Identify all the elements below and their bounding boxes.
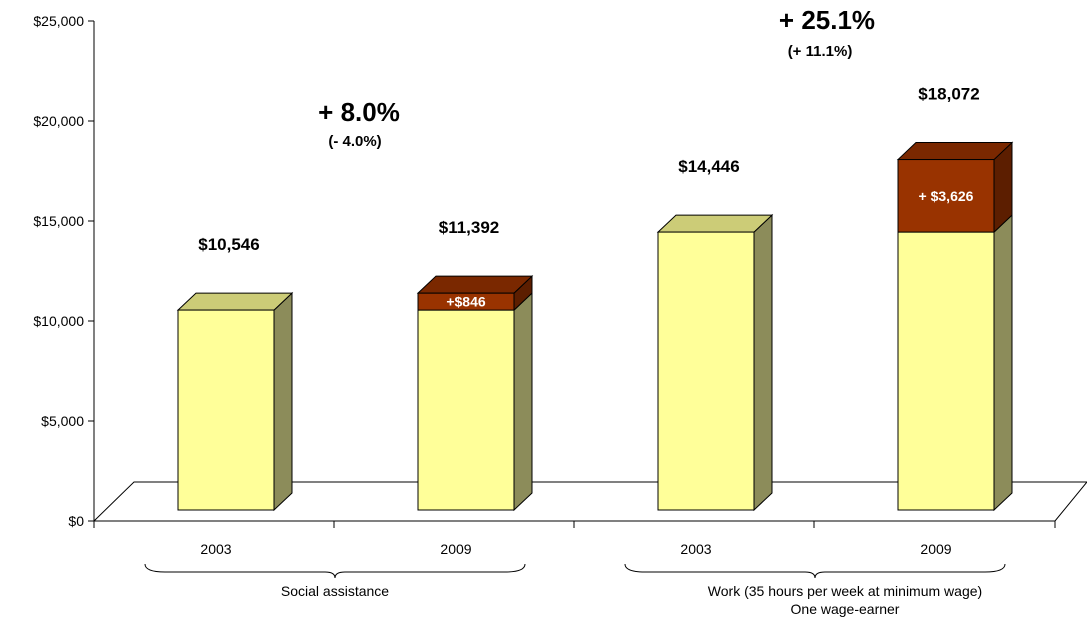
group-label-work-line-1: Work (35 hours per week at minimum wage) (708, 583, 982, 599)
bar-base-front (897, 231, 995, 511)
data-labels: $10,546 $11,392 $14,446 $18,072 +$846 + $3,62… (198, 85, 979, 310)
x-axis-categories: 2003 2009 2003 2009 Social assistance Work (3… (144, 541, 1006, 617)
group-label-work-line-2: One wage-earner (791, 601, 900, 617)
bar-base-side (993, 213, 1013, 512)
y-tick-label: $20,000 (33, 113, 84, 129)
x-category-label: 2009 (440, 541, 471, 557)
floor-plane (92, 481, 1087, 522)
bar-base-side (273, 291, 293, 512)
bar-increase (416, 275, 534, 312)
y-tick-label: $0 (68, 513, 84, 529)
y-tick-label: $10,000 (33, 313, 84, 329)
bar-base (176, 291, 294, 512)
bar-base-top (656, 214, 774, 233)
x-category-label: 2003 (680, 541, 711, 557)
group-label-social-assistance: Social assistance (281, 583, 389, 599)
bars (176, 141, 1014, 512)
x-category-label: 2003 (200, 541, 231, 557)
chart-floor (92, 481, 1087, 522)
bar-base-side (753, 213, 773, 512)
bar-base (656, 213, 774, 512)
bar-total-label: $11,392 (439, 218, 500, 237)
bar-total-label: $10,546 (198, 235, 259, 254)
bar-increase-label: +$846 (446, 294, 486, 310)
group-brace (144, 563, 526, 579)
bar-base-top (176, 292, 294, 311)
y-axis: $0 $5,000 $10,000 $15,000 $20,000 $25,000 (33, 13, 1056, 529)
bar-base (417, 291, 533, 512)
bar-increase-front (897, 159, 995, 233)
change-pct-sub-social-assistance: (- 4.0%) (328, 133, 381, 150)
bar-base (897, 213, 1013, 512)
change-pct-work: + 25.1% (779, 5, 875, 35)
change-pct-social-assistance: + 8.0% (318, 97, 400, 127)
bar-increase-top (416, 275, 534, 294)
bar-increase-label: + $3,626 (919, 188, 974, 204)
bar-base-side (513, 291, 533, 512)
x-category-label: 2009 (920, 541, 951, 557)
bar-base-front (417, 309, 515, 511)
bar-total-label: $18,072 (918, 85, 979, 104)
y-tick-label: $25,000 (33, 13, 84, 29)
bar-base-front (177, 309, 275, 511)
group-brace (624, 563, 1006, 579)
y-tick-label: $5,000 (41, 413, 84, 429)
y-tick-label: $15,000 (33, 213, 84, 229)
bar-increase-front (417, 292, 515, 311)
bar-increase-top (896, 142, 1014, 161)
bar-increase (896, 141, 1014, 234)
bar-base-front (657, 231, 755, 511)
change-annotations: + 8.0% (- 4.0%) + 25.1% (+ 11.1%) (318, 5, 875, 150)
change-pct-sub-work: (+ 11.1%) (788, 43, 853, 60)
bar-total-label: $14,446 (678, 157, 739, 176)
